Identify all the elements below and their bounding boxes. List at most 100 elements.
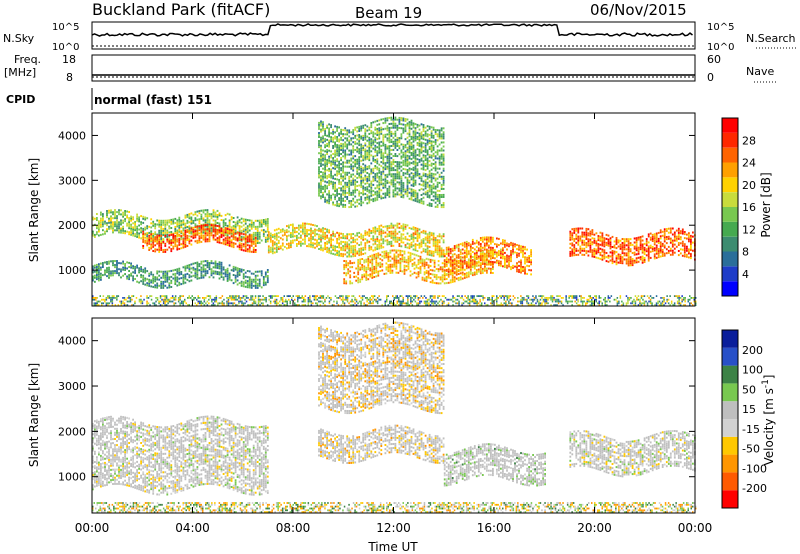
heatmap-cell: [442, 268, 444, 270]
heatmap-cell: [575, 248, 577, 250]
heatmap-cell: [367, 262, 369, 264]
heatmap-cell: [332, 145, 334, 147]
heatmap-cell: [148, 273, 150, 275]
heatmap-cell: [374, 175, 376, 177]
heatmap-cell: [332, 231, 334, 233]
heatmap-cell: [407, 179, 409, 181]
heatmap-cell: [160, 222, 162, 224]
heatmap-cell: [379, 262, 381, 264]
heatmap-cell: [427, 235, 429, 237]
heatmap-cell: [140, 223, 142, 225]
heatmap-cell: [452, 264, 454, 266]
heatmap-cell: [96, 231, 98, 233]
heatmap-cell: [520, 270, 522, 272]
heatmap-cell: [439, 194, 441, 196]
heatmap-cell: [154, 225, 156, 227]
heatmap-cell: [176, 270, 178, 272]
heatmap-cell: [395, 239, 397, 241]
heatmap-cell: [348, 180, 350, 182]
heatmap-cell: [150, 239, 152, 241]
heatmap-cell: [382, 240, 384, 242]
heatmap-cell: [382, 226, 384, 228]
heatmap-cell: [183, 221, 185, 223]
heatmap-cell: [401, 117, 403, 119]
heatmap-cell: [318, 158, 320, 160]
heatmap-cell: [330, 252, 332, 254]
heatmap-cell: [358, 128, 360, 130]
heatmap-cell: [407, 195, 409, 197]
beam-title: Beam 19: [355, 4, 422, 22]
heatmap-cell: [346, 133, 348, 135]
heatmap-cell: [407, 233, 409, 235]
heatmap-cell: [454, 261, 456, 263]
heatmap-cell: [207, 234, 209, 236]
heatmap-cell: [352, 129, 354, 131]
heatmap-cell: [391, 233, 393, 235]
heatmap-cell: [427, 162, 429, 164]
heatmap-cell: [412, 253, 414, 255]
heatmap-cell: [431, 145, 433, 147]
heatmap-cell: [594, 242, 596, 244]
heatmap-cell: [166, 220, 168, 222]
heatmap-cell: [176, 249, 178, 251]
heatmap-cell: [518, 261, 520, 263]
heatmap-cell: [443, 241, 445, 243]
heatmap-cell: [183, 243, 185, 245]
heatmap-cell: [199, 218, 201, 220]
heatmap-cell: [413, 236, 415, 238]
heatmap-cell: [366, 172, 368, 174]
heatmap-cell: [415, 127, 417, 129]
heatmap-cell: [342, 161, 344, 163]
heatmap-cell: [136, 228, 138, 230]
heatmap-cell: [267, 281, 269, 283]
heatmap-cell: [427, 158, 429, 160]
heatmap-cell: [407, 119, 409, 121]
heatmap-cell: [446, 278, 448, 280]
heatmap-cell: [417, 136, 419, 138]
heatmap-cell: [415, 182, 417, 184]
heatmap-cell: [433, 135, 435, 137]
heatmap-cell: [164, 285, 166, 287]
heatmap-cell: [380, 157, 382, 159]
heatmap-cell: [439, 202, 441, 204]
heatmap-cell: [189, 235, 191, 237]
heatmap-cell: [426, 258, 428, 260]
heatmap-cell: [354, 179, 356, 181]
heatmap-cell: [154, 276, 156, 278]
heatmap-cell: [201, 210, 203, 212]
heatmap-cell: [245, 231, 247, 233]
heatmap-cell: [118, 209, 120, 211]
heatmap-cell: [330, 181, 332, 183]
heatmap-cell: [460, 259, 462, 261]
heatmap-cell: [393, 175, 395, 177]
heatmap-cell: [433, 245, 435, 247]
heatmap-cell: [427, 253, 429, 255]
heatmap-cell: [419, 247, 421, 249]
heatmap-cell: [393, 239, 395, 241]
heatmap-cell: [360, 254, 362, 256]
heatmap-cell: [581, 240, 583, 242]
heatmap-cell: [440, 266, 442, 268]
heatmap-cell: [442, 280, 444, 282]
heatmap-cell: [378, 233, 380, 235]
heatmap-cell: [472, 251, 474, 253]
heatmap-cell: [399, 153, 401, 155]
heatmap-cell: [409, 155, 411, 157]
heatmap-cell: [378, 196, 380, 198]
heatmap-cell: [349, 280, 351, 282]
heatmap-cell: [573, 244, 575, 246]
heatmap-cell: [492, 251, 494, 253]
heatmap-cell: [443, 182, 445, 184]
heatmap-cell: [160, 277, 162, 279]
heatmap-cell: [411, 154, 413, 156]
heatmap-cell: [197, 268, 199, 270]
heatmap-cell: [251, 224, 253, 226]
heatmap-cell: [342, 192, 344, 194]
heatmap-cell: [249, 219, 251, 221]
heatmap-cell: [326, 175, 328, 177]
heatmap-cell: [253, 247, 255, 249]
heatmap-cell: [401, 137, 403, 139]
heatmap-cell: [320, 239, 322, 241]
heatmap-cell: [324, 187, 326, 189]
heatmap-cell: [348, 192, 350, 194]
